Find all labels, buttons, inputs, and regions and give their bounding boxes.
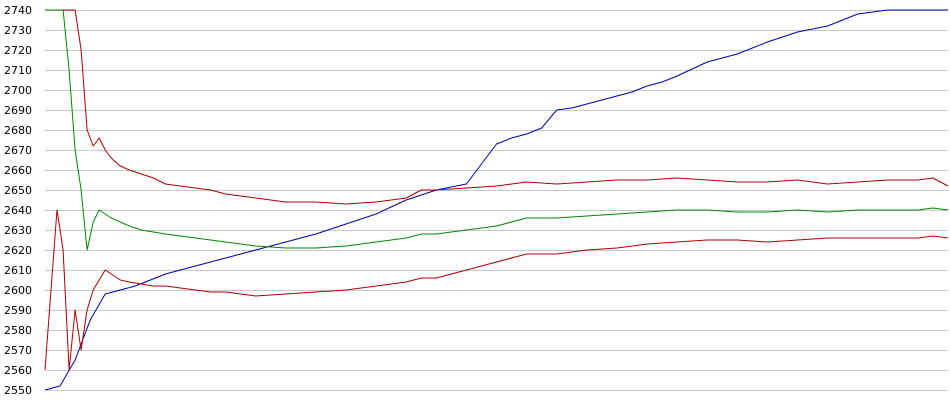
y-tick-label: 2570 bbox=[4, 344, 32, 357]
grid-lines bbox=[45, 10, 948, 391]
series-lines bbox=[44, 9, 949, 391]
y-tick-label: 2650 bbox=[4, 184, 32, 197]
y-axis-tick-labels: 2550 2560 2570 2580 2590 2600 2610 2620 2630 2640… bbox=[4, 4, 32, 397]
y-tick-label: 2690 bbox=[4, 104, 32, 117]
y-tick-label: 2670 bbox=[4, 144, 32, 157]
y-tick-label: 2710 bbox=[4, 64, 32, 77]
series-line-2 bbox=[45, 9, 949, 205]
y-tick-label: 2600 bbox=[4, 284, 32, 297]
y-tick-label: 2660 bbox=[4, 164, 32, 177]
series-line-4 bbox=[44, 209, 949, 371]
y-tick-label: 2610 bbox=[4, 264, 32, 277]
y-tick-label: 2620 bbox=[4, 244, 32, 257]
y-tick-label: 2640 bbox=[4, 204, 32, 217]
y-tick-label: 2560 bbox=[4, 364, 32, 377]
y-tick-label: 2630 bbox=[4, 224, 32, 237]
y-tick-label: 2740 bbox=[4, 4, 32, 17]
y-tick-label: 2720 bbox=[4, 44, 32, 57]
y-tick-label: 2700 bbox=[4, 84, 32, 97]
y-tick-label: 2730 bbox=[4, 24, 32, 37]
series-line-1 bbox=[44, 9, 948, 391]
y-tick-label: 2550 bbox=[4, 384, 32, 397]
y-tick-label: 2590 bbox=[4, 304, 32, 317]
y-tick-label: 2680 bbox=[4, 124, 32, 137]
series-line-3 bbox=[45, 9, 949, 251]
y-tick-label: 2580 bbox=[4, 324, 32, 337]
